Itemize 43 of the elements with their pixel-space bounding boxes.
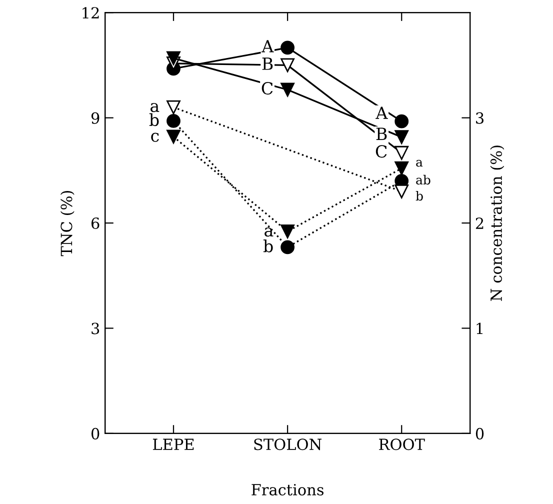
- point: [166, 100, 180, 114]
- y-tick-label: 6: [92, 217, 100, 230]
- y2-axis-title: N concentration (%): [490, 146, 504, 301]
- annotation: B: [262, 58, 273, 70]
- annotation: B: [376, 128, 387, 140]
- annotation: a: [264, 228, 274, 237]
- annotation: ab: [416, 174, 430, 185]
- y2-tick-label: 0: [476, 428, 484, 440]
- y2-tick-label: 1: [476, 322, 482, 334]
- y2-tick-label: 3: [476, 112, 484, 124]
- point: [280, 82, 295, 97]
- y-axis-title: TNC (%): [60, 190, 74, 256]
- x-tick-label: STOLON: [254, 438, 322, 450]
- y-tick-label: 9: [91, 112, 100, 124]
- point: [394, 114, 409, 128]
- annotation: c: [151, 132, 159, 142]
- annotation: C: [376, 145, 387, 158]
- annotation: A: [376, 106, 388, 119]
- point: [166, 51, 180, 66]
- point: [166, 130, 180, 144]
- point: [166, 114, 180, 128]
- point: [280, 58, 295, 72]
- point: [280, 40, 295, 55]
- point: [280, 224, 295, 238]
- annotation: b: [263, 240, 273, 252]
- annotation: b: [416, 190, 423, 201]
- point: [394, 161, 409, 176]
- point: [394, 130, 409, 144]
- y-tick-label: 12: [82, 7, 99, 18]
- point: [394, 146, 409, 160]
- y-tick-label: 0: [91, 428, 100, 440]
- annotation: a: [150, 103, 160, 112]
- x-tick-label: LEPE: [152, 438, 194, 450]
- point: [280, 240, 295, 254]
- annotation: A: [262, 40, 274, 52]
- x-tick-label: ROOT: [379, 438, 425, 450]
- x-axis-title: Fractions: [252, 484, 324, 496]
- y2-tick-label: 2: [476, 217, 484, 229]
- annotation: C: [262, 82, 273, 95]
- y-tick-label: 3: [92, 322, 100, 334]
- annotation: a: [416, 160, 423, 167]
- point: [394, 184, 409, 198]
- annotation: b: [149, 113, 159, 126]
